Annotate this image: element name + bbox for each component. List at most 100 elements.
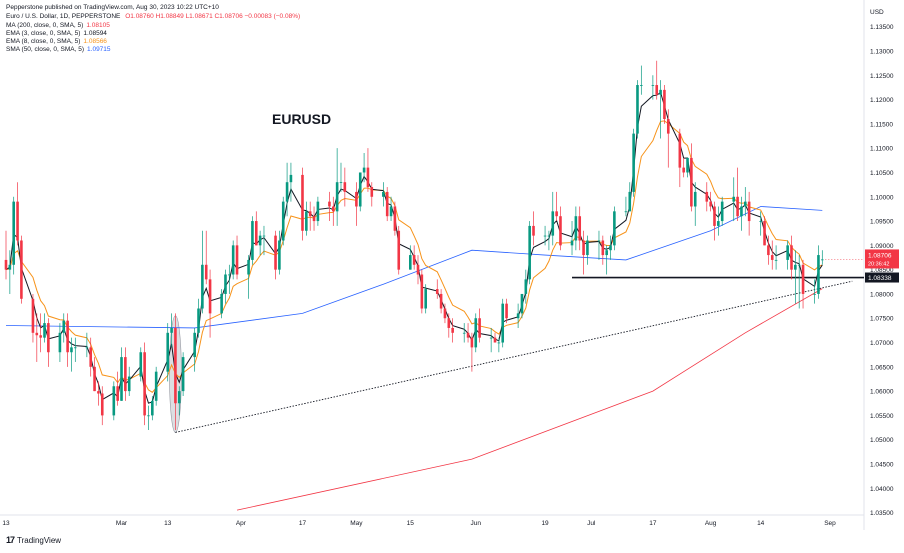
- candle-body: [640, 85, 643, 86]
- candle-body: [443, 308, 447, 319]
- indicator-ema3[interactable]: EMA (3, close, 0, SMA, 5) 1.08594: [6, 30, 107, 38]
- candle-body: [732, 196, 736, 202]
- candle-body: [628, 191, 632, 212]
- indicator-value: 1.08566: [83, 38, 107, 45]
- candle-body: [462, 332, 466, 334]
- candle-body: [247, 259, 250, 275]
- candle-body: [601, 240, 605, 256]
- candle-body: [331, 206, 335, 212]
- brand-name: TradingView: [17, 535, 62, 545]
- candle-body: [420, 274, 424, 309]
- candle-body: [335, 182, 339, 212]
- candle-body: [474, 318, 478, 348]
- candle-body: [93, 366, 96, 392]
- candle-body: [85, 347, 89, 349]
- candle-body: [690, 157, 693, 207]
- candle-body: [66, 320, 69, 353]
- candle-body: [551, 211, 555, 236]
- candle-body: [197, 308, 200, 333]
- candle-body: [278, 240, 281, 270]
- candle-body: [774, 259, 778, 261]
- candle-body: [624, 211, 628, 213]
- candle-body: [74, 347, 77, 349]
- candle-body: [127, 376, 131, 392]
- candle-body: [794, 264, 797, 270]
- y-tick-label: 1.12000: [870, 97, 894, 104]
- candle-body: [570, 240, 574, 246]
- candle-body: [343, 182, 347, 192]
- indicator-ema8[interactable]: EMA (8, close, 0, SMA, 5) 1.08566: [6, 38, 107, 46]
- candle-body: [759, 221, 762, 222]
- candle-body: [797, 264, 801, 266]
- candle-body: [116, 386, 119, 401]
- indicator-label: SMA (50, close, 0, SMA, 5): [6, 46, 85, 53]
- candle-body: [166, 332, 170, 372]
- indicator-ma200[interactable]: MA (200, close, 0, SMA, 5) 1.08105: [6, 22, 110, 30]
- tradingview-brand[interactable]: 17 TradingView: [6, 535, 61, 545]
- candle-body: [817, 255, 820, 294]
- indicator-value: 1.09715: [87, 46, 111, 53]
- candle-body: [208, 279, 212, 314]
- candle-body: [686, 157, 689, 173]
- candle-body: [747, 201, 751, 222]
- candle-body: [447, 318, 451, 328]
- y-tick-label: 1.03500: [870, 510, 894, 517]
- candle-body: [16, 201, 19, 241]
- y-tick-label: 1.06000: [870, 389, 894, 396]
- candle-body: [258, 235, 262, 246]
- candle-body: [820, 259, 824, 261]
- candle-body: [147, 415, 150, 417]
- y-tick-label: 1.08500: [870, 267, 894, 274]
- candle-body: [543, 235, 547, 237]
- candle-body: [124, 357, 127, 392]
- candle-body: [693, 191, 697, 207]
- candle-body: [316, 201, 320, 222]
- candle-body: [231, 245, 235, 275]
- candle-body: [767, 245, 770, 256]
- x-tick-label: Jul: [587, 520, 596, 527]
- candle-body: [174, 327, 177, 404]
- candle-body: [154, 371, 158, 401]
- candle-body: [224, 274, 227, 294]
- support-price-label: 1.08338: [868, 275, 892, 282]
- candle-body: [339, 182, 343, 183]
- trendline: [175, 280, 853, 433]
- candle-body: [408, 255, 412, 270]
- x-tick-label: 17: [649, 520, 657, 527]
- candle-body: [655, 85, 659, 95]
- candle-body: [528, 225, 531, 280]
- candle-body: [170, 327, 173, 333]
- candle-body: [262, 235, 266, 237]
- candle-body: [143, 352, 146, 416]
- candle-body: [89, 347, 93, 367]
- candle-body: [559, 216, 562, 246]
- y-tick-label: 1.05000: [870, 437, 894, 444]
- y-tick-label: 1.07000: [870, 340, 894, 347]
- candle-body: [370, 187, 374, 197]
- candle-body: [328, 201, 331, 207]
- candle-body: [813, 293, 816, 295]
- indicator-sma50[interactable]: SMA (50, close, 0, SMA, 5) 1.09715: [6, 46, 111, 54]
- x-tick-label: Jun: [471, 520, 482, 527]
- candle-body: [740, 206, 743, 217]
- candle-body: [424, 289, 428, 309]
- current-price-label: 1.08706: [868, 252, 892, 259]
- candle-body: [220, 293, 223, 314]
- x-tick-label: Sep: [824, 520, 836, 527]
- candle-body: [151, 400, 154, 416]
- candle-body: [609, 245, 612, 251]
- x-tick-label: 17: [299, 520, 307, 527]
- x-tick-label: 13: [2, 520, 10, 527]
- symbol-line: Euro / U.S. Dollar, 1D, PEPPERSTONE O1.0…: [6, 13, 300, 21]
- candle-body: [193, 332, 196, 358]
- candle-body: [497, 342, 501, 344]
- candle-body: [666, 119, 670, 134]
- y-tick-label: 1.12500: [870, 73, 894, 80]
- candle-body: [385, 191, 389, 217]
- support-price-badge: [865, 272, 899, 283]
- candle-body: [20, 240, 23, 299]
- candle-body: [358, 172, 362, 207]
- candle-body: [31, 298, 35, 333]
